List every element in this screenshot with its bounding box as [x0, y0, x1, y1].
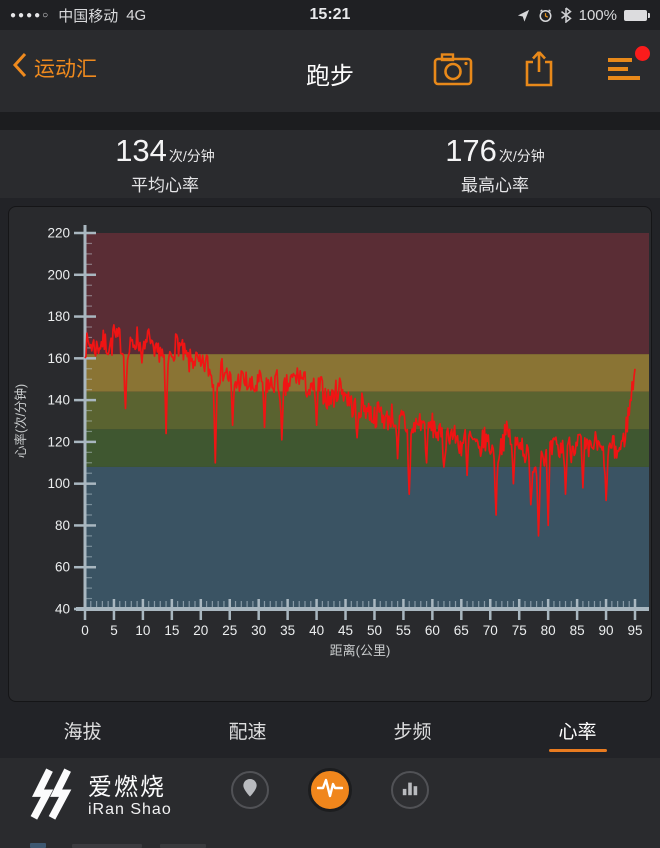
svg-text:25: 25	[222, 623, 237, 638]
svg-text:40: 40	[309, 623, 324, 638]
max-heart-rate-label: 最高心率	[461, 175, 529, 195]
network-type-label: 4G	[126, 6, 147, 24]
alarm-clock-icon	[538, 8, 553, 23]
tab-elevation[interactable]: 海拔	[63, 721, 102, 743]
back-button-label: 运动汇	[34, 57, 97, 81]
svg-text:60: 60	[55, 560, 70, 575]
footer: 爱燃烧 iRan Shao	[0, 758, 660, 848]
heart-rate-chart[interactable]: 40 60 80 100 120 140 160 180 200 220 0 5 10 15 20 25 30 3…	[9, 207, 653, 703]
svg-text:65: 65	[454, 623, 469, 638]
tab-heart-rate[interactable]: 心率	[495, 702, 660, 758]
heart-rate-chart-panel: 40 60 80 100 120 140 160 180 200 220 0 5 10 15 20 25 30 3…	[8, 206, 652, 702]
share-button[interactable]	[518, 48, 560, 90]
brand-name-en: iRan Shao	[88, 800, 172, 818]
svg-text:10: 10	[135, 623, 150, 638]
pulse-waveform-icon	[316, 777, 344, 804]
max-heart-rate-unit: 次/分钟	[498, 147, 545, 164]
svg-text:85: 85	[570, 623, 585, 638]
avg-heart-rate-stat: 134 次/分钟 平均心率	[0, 130, 330, 198]
page-title: 跑步	[306, 63, 354, 90]
iranshao-logo-icon	[26, 766, 78, 827]
svg-text:50: 50	[367, 623, 382, 638]
svg-text:30: 30	[251, 623, 266, 638]
activity-list-button[interactable]	[604, 46, 650, 90]
avg-heart-rate-value: 134	[115, 132, 167, 168]
tab-cadence[interactable]: 步频	[393, 721, 432, 743]
heart-rate-stats: 134 次/分钟 平均心率 176 次/分钟 最高心率	[0, 130, 660, 198]
signal-strength-icon: ●●●●○	[10, 9, 51, 21]
svg-text:220: 220	[47, 226, 70, 241]
camera-button[interactable]	[432, 48, 474, 90]
svg-text:80: 80	[541, 623, 556, 638]
status-bar: ●●●●○ 中国移动 4G 15:21 100%	[0, 0, 660, 30]
back-button[interactable]: 运动汇	[12, 52, 97, 83]
avg-heart-rate-unit: 次/分钟	[168, 147, 215, 164]
bar-chart-icon	[401, 779, 419, 802]
svg-text:140: 140	[47, 393, 70, 408]
bluetooth-icon	[560, 7, 572, 23]
svg-text:120: 120	[47, 434, 70, 449]
svg-text:75: 75	[512, 623, 527, 638]
notification-badge	[635, 46, 650, 61]
svg-text:35: 35	[280, 623, 295, 638]
svg-text:100: 100	[47, 476, 70, 491]
brand-logo: 爱燃烧 iRan Shao	[26, 766, 172, 827]
svg-text:80: 80	[55, 518, 70, 533]
svg-text:160: 160	[47, 351, 70, 366]
svg-text:200: 200	[47, 267, 70, 282]
svg-text:180: 180	[47, 309, 70, 324]
max-heart-rate-value: 176	[445, 132, 497, 168]
svg-text:40: 40	[55, 602, 70, 617]
chevron-left-icon	[12, 52, 28, 83]
svg-text:0: 0	[81, 623, 89, 638]
map-location-button[interactable]	[231, 771, 269, 809]
clock-time: 15:21	[309, 6, 351, 23]
svg-text:45: 45	[338, 623, 353, 638]
svg-text:15: 15	[164, 623, 179, 638]
avg-heart-rate-label: 平均心率	[131, 175, 199, 195]
svg-text:20: 20	[193, 623, 208, 638]
metric-tab-bar: 海拔 配速 步频 心率	[0, 702, 660, 758]
svg-text:95: 95	[627, 623, 642, 638]
svg-text:距离(公里): 距离(公里)	[330, 643, 391, 658]
brand-name-cn: 爱燃烧	[88, 773, 166, 801]
stats-chart-button[interactable]	[391, 771, 429, 809]
nav-bar: 运动汇 跑步	[0, 30, 660, 112]
svg-text:55: 55	[396, 623, 411, 638]
svg-text:5: 5	[110, 623, 118, 638]
svg-text:70: 70	[483, 623, 498, 638]
battery-percent-label: 100%	[578, 6, 617, 24]
next-row-peek	[0, 842, 660, 848]
svg-text:心率(次/分钟): 心率(次/分钟)	[13, 384, 28, 458]
section-divider	[0, 112, 660, 130]
tab-pace[interactable]: 配速	[228, 721, 267, 743]
svg-text:90: 90	[599, 623, 614, 638]
heart-rate-button[interactable]	[308, 768, 352, 812]
svg-text:60: 60	[425, 623, 440, 638]
carrier-label: 中国移动	[58, 7, 119, 25]
location-pin-icon	[241, 778, 259, 803]
max-heart-rate-stat: 176 次/分钟 最高心率	[330, 130, 660, 198]
location-arrow-icon	[516, 8, 531, 23]
battery-icon	[624, 9, 650, 21]
